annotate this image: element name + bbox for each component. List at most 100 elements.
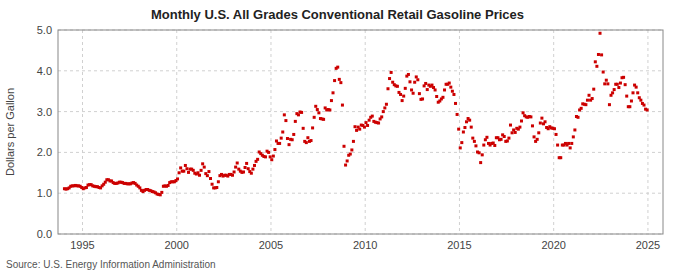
point: [503, 135, 506, 138]
point: [288, 143, 291, 146]
grid-line-x: [553, 30, 554, 234]
point: [272, 155, 275, 158]
point: [611, 91, 614, 94]
point: [187, 171, 190, 174]
point: [540, 117, 543, 120]
point: [482, 144, 485, 147]
point: [591, 97, 594, 100]
background: [0, 0, 675, 275]
point: [616, 83, 619, 86]
point: [236, 162, 239, 165]
point: [533, 135, 536, 138]
grid-line-y: [58, 70, 663, 71]
point: [305, 141, 308, 144]
point: [559, 156, 562, 159]
point: [344, 164, 347, 167]
point: [586, 99, 589, 102]
point: [642, 104, 645, 107]
grid-line-y: [58, 152, 663, 153]
point: [600, 53, 603, 56]
point: [286, 137, 289, 140]
point: [382, 110, 385, 113]
point: [352, 140, 355, 143]
point: [613, 88, 616, 91]
point: [354, 125, 357, 128]
point: [624, 83, 627, 86]
point: [415, 75, 418, 78]
point: [377, 122, 380, 125]
point: [396, 85, 399, 88]
point: [256, 158, 259, 161]
point: [632, 91, 635, 94]
point: [322, 118, 325, 121]
point: [518, 126, 521, 129]
x-tick-label: 2020: [541, 239, 565, 251]
point: [595, 65, 598, 68]
point: [462, 131, 465, 134]
point: [198, 174, 201, 177]
point: [217, 180, 220, 183]
point: [253, 164, 256, 167]
point: [380, 115, 383, 118]
point: [443, 88, 446, 91]
point: [416, 78, 419, 81]
point: [358, 128, 361, 131]
point: [573, 128, 576, 131]
point: [506, 139, 509, 142]
point: [584, 103, 587, 106]
point: [537, 131, 540, 134]
point: [313, 116, 316, 119]
point: [233, 170, 236, 173]
point: [522, 111, 525, 114]
point: [569, 146, 572, 149]
point: [316, 108, 319, 111]
point: [368, 119, 371, 122]
point: [306, 136, 309, 139]
x-tick-label: 2005: [259, 239, 283, 251]
point: [599, 32, 602, 35]
point: [402, 95, 405, 98]
point: [311, 126, 314, 129]
point: [291, 138, 294, 141]
point: [343, 145, 346, 148]
point: [556, 144, 559, 147]
point: [646, 108, 649, 111]
point: [292, 133, 295, 136]
point: [449, 86, 452, 89]
point: [390, 71, 393, 74]
grid-line-x: [176, 30, 177, 234]
point: [341, 104, 344, 107]
y-tick-label: 4.0: [37, 65, 52, 77]
point: [413, 81, 416, 84]
point: [603, 82, 606, 85]
point: [553, 127, 556, 130]
point: [160, 191, 163, 194]
point: [441, 96, 444, 99]
grid-line-x: [459, 30, 460, 234]
grid-line-x: [365, 30, 366, 234]
point: [206, 174, 209, 177]
y-tick-label: 1.0: [37, 187, 52, 199]
point: [215, 186, 218, 189]
point: [167, 184, 170, 187]
point: [531, 124, 534, 127]
point: [201, 162, 204, 165]
x-tick-label: 2015: [447, 239, 471, 251]
point: [346, 159, 349, 162]
point: [451, 90, 454, 93]
point: [529, 115, 532, 118]
point: [457, 128, 460, 131]
point: [242, 170, 245, 173]
point: [635, 86, 638, 89]
point: [536, 138, 539, 141]
point: [577, 116, 580, 119]
point: [479, 161, 482, 164]
point: [605, 79, 608, 82]
grid-line-y: [58, 111, 663, 112]
point: [349, 153, 352, 156]
point: [511, 131, 514, 134]
point: [317, 111, 320, 114]
point: [408, 80, 411, 83]
point: [251, 168, 254, 171]
point: [602, 71, 605, 74]
